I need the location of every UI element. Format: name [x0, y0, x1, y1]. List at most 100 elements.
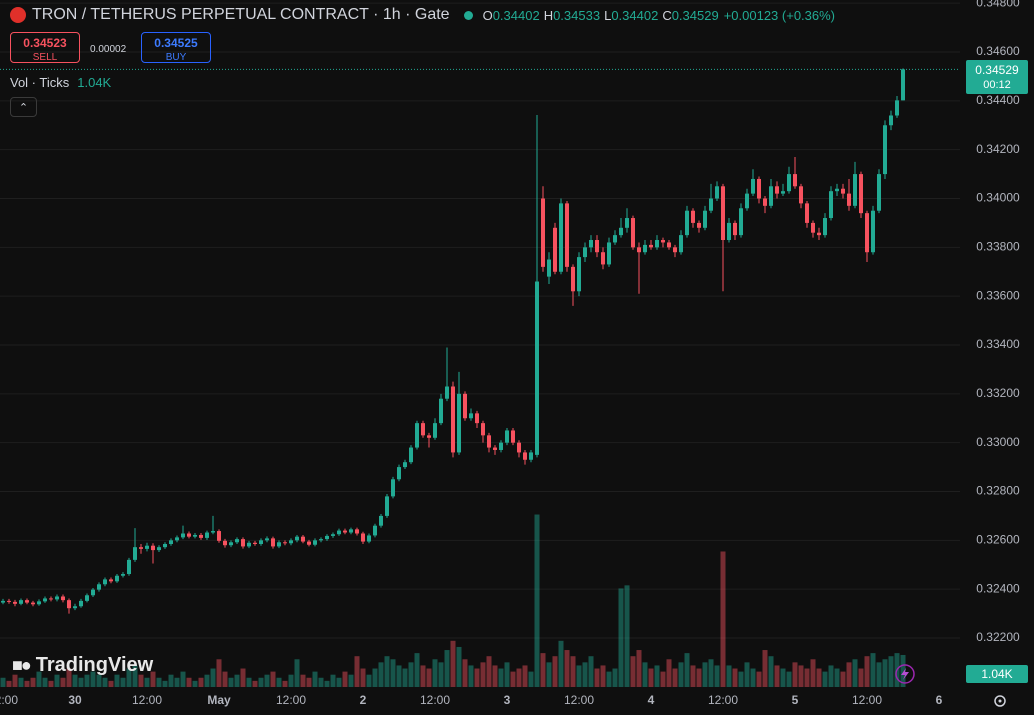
volume-bar [96, 674, 102, 687]
volume-bar [900, 654, 906, 687]
volume-bar [120, 677, 126, 687]
candle-body [703, 210, 707, 228]
candle-body [391, 479, 395, 497]
candle-body [637, 247, 641, 253]
candle-body [649, 244, 653, 248]
candle-body [619, 227, 623, 236]
candle-body [79, 600, 83, 607]
candle-body [193, 534, 197, 537]
volume-bar [408, 662, 414, 687]
volume-bar [312, 671, 318, 687]
volume-bar [78, 677, 84, 687]
candle-body [211, 531, 215, 533]
candle-body [349, 529, 353, 533]
sell-button[interactable]: 0.34523 SELL [10, 32, 80, 63]
watermark: ■● TradingView [12, 654, 153, 677]
candle-body [589, 240, 593, 248]
candle-body [205, 532, 209, 538]
buy-price: 0.34525 [154, 36, 198, 50]
volume-bar [384, 656, 390, 687]
y-tick-label: 0.33000 [976, 435, 1020, 449]
volume-bar [240, 668, 246, 687]
candle-body [73, 606, 77, 609]
volume-bar [816, 668, 822, 687]
candle-body [529, 452, 533, 460]
candle-body [511, 430, 515, 443]
candle-body [85, 595, 89, 601]
candle-body [169, 540, 173, 544]
candle-body [421, 423, 425, 436]
volume-bar [210, 668, 216, 687]
volume-bar [762, 650, 768, 687]
x-tick-label: 12:00 [564, 693, 594, 707]
buy-button[interactable]: 0.34525 BUY [141, 32, 211, 63]
candle-body [775, 186, 779, 194]
candle-body [829, 191, 833, 219]
collapse-button[interactable]: ⌃ [10, 97, 37, 117]
candle-body [115, 575, 119, 582]
volume-bar [600, 665, 606, 687]
candle-body [481, 423, 485, 436]
candle-body [13, 601, 17, 604]
candle-body [877, 174, 881, 211]
ohlc-value: 0.34402 [492, 7, 540, 23]
volume-bar [576, 665, 582, 687]
volume-bar [366, 674, 372, 687]
volume-name[interactable]: Vol · Ticks [10, 75, 70, 90]
volume-bar [618, 588, 624, 687]
candle-body [751, 178, 755, 194]
candle-body [37, 601, 41, 605]
volume-bar [708, 659, 714, 687]
candle-body [61, 596, 65, 601]
volume-bar [24, 680, 30, 687]
candle-body [127, 559, 131, 575]
candle-body [721, 186, 725, 241]
volume-bar [666, 659, 672, 687]
volume-bar [684, 653, 690, 687]
candle-body [451, 386, 455, 453]
volume-bar [438, 662, 444, 687]
volume-tag: 1.04K [966, 665, 1028, 683]
candle-body [409, 447, 413, 463]
candle-body [565, 203, 569, 267]
x-tick-label: 12:00 [420, 693, 450, 707]
candle-body [19, 600, 23, 604]
volume-bar [264, 674, 270, 687]
volume-bar [624, 585, 630, 687]
candle-body [895, 100, 899, 116]
volume-bar [282, 680, 288, 687]
volume-bar [456, 646, 462, 687]
y-tick-label: 0.34800 [976, 0, 1020, 9]
volume-bar [738, 671, 744, 687]
volume-bar [396, 665, 402, 687]
candle-body [505, 430, 509, 443]
volume-bar [642, 662, 648, 687]
volume-bar [228, 677, 234, 687]
candle-body [727, 222, 731, 241]
volume-bar [516, 668, 522, 687]
volume-bar [222, 671, 228, 687]
candle-body [439, 398, 443, 424]
volume-bar [252, 680, 258, 687]
candle-body [49, 598, 53, 600]
candle-body [277, 542, 281, 547]
candle-body [487, 435, 491, 448]
x-tick-label: 12:00 [276, 693, 306, 707]
y-tick-label: 0.32600 [976, 533, 1020, 547]
candle-body [883, 125, 887, 175]
candle-body [307, 541, 311, 545]
volume-bar [90, 671, 96, 687]
candle-body [853, 174, 857, 206]
candle-body [361, 533, 365, 542]
countdown: 00:12 [983, 79, 1011, 91]
candle-body [547, 259, 551, 277]
volume-last: 1.04K [77, 75, 112, 90]
candle-body [901, 69, 905, 101]
candle-body [289, 540, 293, 544]
candle-body [823, 218, 827, 236]
candle-body [175, 537, 179, 541]
candle-body [31, 602, 35, 605]
chart-title[interactable]: TRON / TETHERUS PERPETUAL CONTRACT · 1h … [32, 6, 450, 23]
volume-bar [156, 677, 162, 687]
x-tick-label: 12:00 [852, 693, 882, 707]
